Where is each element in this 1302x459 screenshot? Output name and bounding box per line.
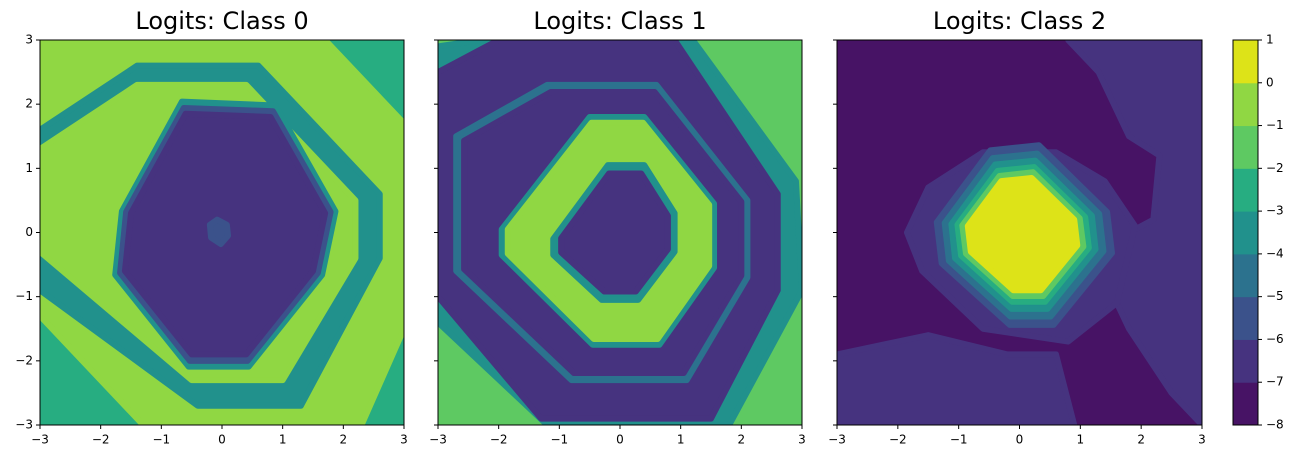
x-tick-label: 2: [738, 433, 746, 447]
plot-area: [837, 40, 1202, 425]
y-tick-label: 0: [25, 225, 33, 239]
contours: [837, 40, 1202, 425]
y-tick-label: −2: [15, 353, 33, 367]
chart-title: Logits: Class 1: [533, 7, 706, 35]
x-tick-label: 1: [1077, 433, 1085, 447]
x-tick-label: 0: [616, 433, 624, 447]
x-tick-label: −2: [490, 433, 508, 447]
colorbar-band: [1233, 40, 1258, 84]
contours: [40, 40, 404, 425]
colorbar-frame: [1232, 39, 1259, 426]
x-tick-label: 3: [400, 433, 408, 447]
x-tick-label: 1: [677, 433, 685, 447]
x-tick-label: −1: [152, 433, 170, 447]
x-tick-label: −1: [950, 433, 968, 447]
colorbar-tick-label: −5: [1266, 289, 1284, 303]
colorbar-tick-label: −6: [1266, 332, 1284, 346]
colorbar-band: [1233, 125, 1258, 169]
colorbar-tick-label: −4: [1266, 246, 1284, 260]
contour-region: [837, 332, 1078, 425]
colorbar-band: [1233, 82, 1258, 127]
contour-region: [206, 216, 232, 248]
x-tick-label: 0: [218, 433, 226, 447]
x-tick-label: 0: [1016, 433, 1024, 447]
colorbar-band: [1233, 211, 1258, 255]
colorbar-band: [1233, 382, 1258, 426]
y-tick-label: 3: [25, 33, 33, 47]
y-tick-label: −3: [15, 418, 33, 432]
x-tick-label: 2: [340, 433, 348, 447]
chart-title: Logits: Class 0: [135, 7, 308, 35]
colorbar-band: [1233, 339, 1258, 383]
colorbar-tick-label: −2: [1266, 161, 1284, 175]
plot-area: [40, 40, 404, 425]
colorbar-tick-label: 1: [1266, 33, 1274, 47]
y-tick-label: 1: [25, 161, 33, 175]
colorbar-tick-label: −3: [1266, 204, 1284, 218]
x-tick-label: −1: [550, 433, 568, 447]
x-tick-label: −3: [828, 433, 846, 447]
colorbar-tick-label: −7: [1266, 375, 1284, 389]
colorbar-tick-label: −1: [1266, 118, 1284, 132]
x-tick-label: 3: [1198, 433, 1206, 447]
chart-title: Logits: Class 2: [933, 7, 1106, 35]
contour-region: [558, 170, 671, 295]
contours: [438, 40, 802, 425]
x-tick-label: −2: [889, 433, 907, 447]
contour-region: [964, 174, 1081, 294]
colorbar-band: [1233, 168, 1258, 212]
plot-area: [438, 40, 802, 425]
colorbar-band: [1233, 296, 1258, 340]
colorbar-tick-label: 0: [1266, 75, 1274, 89]
x-tick-label: −2: [92, 433, 110, 447]
x-tick-label: −3: [429, 433, 447, 447]
x-tick-label: 1: [279, 433, 287, 447]
colorbar-tick-label: −8: [1266, 418, 1284, 432]
colorbar-band: [1233, 253, 1258, 298]
x-tick-label: 2: [1137, 433, 1145, 447]
x-tick-label: −3: [31, 433, 49, 447]
y-tick-label: 2: [25, 97, 33, 111]
y-tick-label: −1: [15, 289, 33, 303]
x-tick-label: 3: [798, 433, 806, 447]
